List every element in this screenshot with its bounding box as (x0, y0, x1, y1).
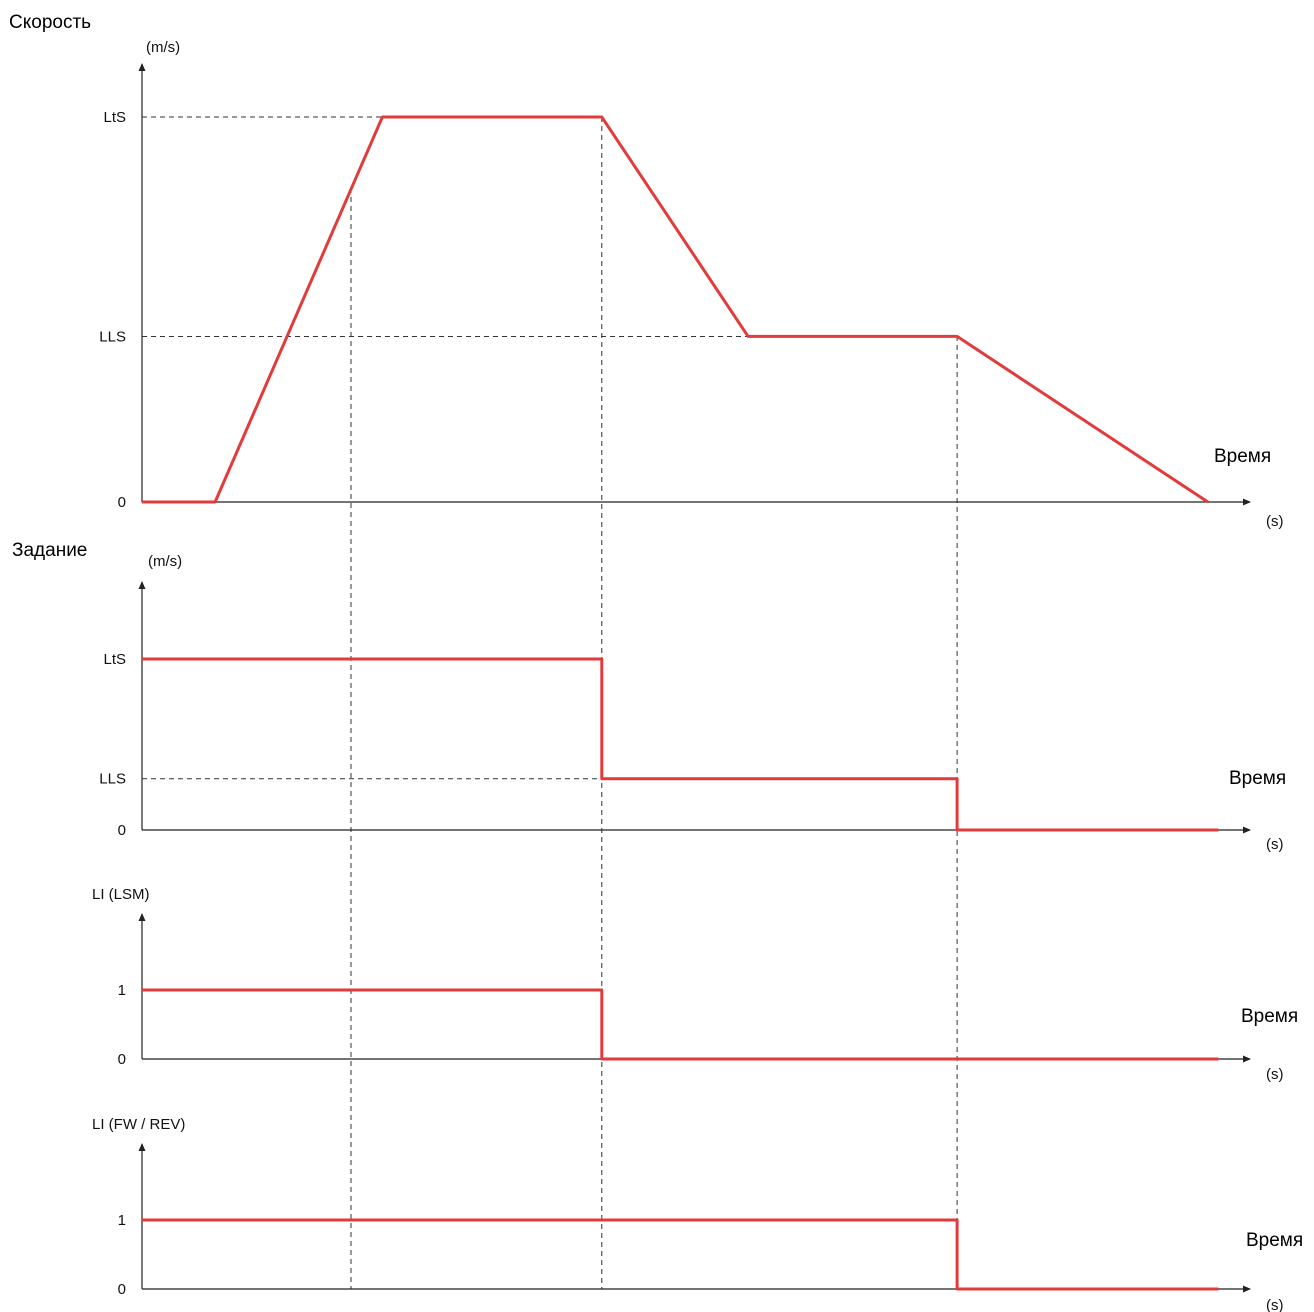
panel-2: Задание (m/s) LtS LLS 0 Время (s) (12, 540, 1286, 853)
x-axis-unit-label: (s) (1266, 1297, 1284, 1312)
time-label: Время (1214, 446, 1271, 467)
signal-series (142, 657, 1219, 832)
y-tick-label: LLS (99, 771, 126, 788)
y-tick-label: LtS (103, 651, 126, 668)
x-axis-unit-label: (s) (1266, 836, 1284, 853)
y-tick-label: 0 (118, 1051, 126, 1068)
x-axis-unit-label: (s) (1266, 513, 1284, 530)
signal-series (142, 1218, 1219, 1291)
panel-title: LI (FW / REV) (92, 1116, 185, 1133)
vertical-guides (350, 117, 958, 1289)
y-tick-label: 0 (118, 822, 126, 839)
signal-series (142, 115, 1209, 504)
time-label: Время (1229, 768, 1286, 789)
y-axis-label: (m/s) (148, 553, 182, 570)
time-label: Время (1246, 1230, 1303, 1251)
panel-1: Скорость (m/s) LtS LLS 0 Время (s) (9, 12, 1284, 530)
x-axis-unit-label: (s) (1266, 1066, 1284, 1083)
panel-title: Задание (12, 540, 87, 561)
y-tick-label: 0 (118, 494, 126, 511)
y-axis-label: (m/s) (146, 39, 180, 56)
y-tick-label: LLS (99, 328, 126, 345)
y-tick-label: 1 (118, 1212, 126, 1229)
panels: Скорость (m/s) LtS LLS 0 Время (s) Задание (m/s)… (9, 12, 1303, 1312)
y-tick-label: 0 (118, 1281, 126, 1298)
panel-3: LI (LSM) 1 0 Время (s) (92, 886, 1298, 1083)
y-tick-label: 1 (118, 982, 126, 999)
signal-series (142, 988, 1219, 1061)
panel-4: LI (FW / REV) 1 0 Время (s) (92, 1116, 1303, 1312)
y-tick-label: LtS (103, 109, 126, 126)
time-label: Время (1241, 1006, 1298, 1027)
panel-title: Скорость (9, 12, 91, 33)
panel-title: LI (LSM) (92, 886, 150, 903)
